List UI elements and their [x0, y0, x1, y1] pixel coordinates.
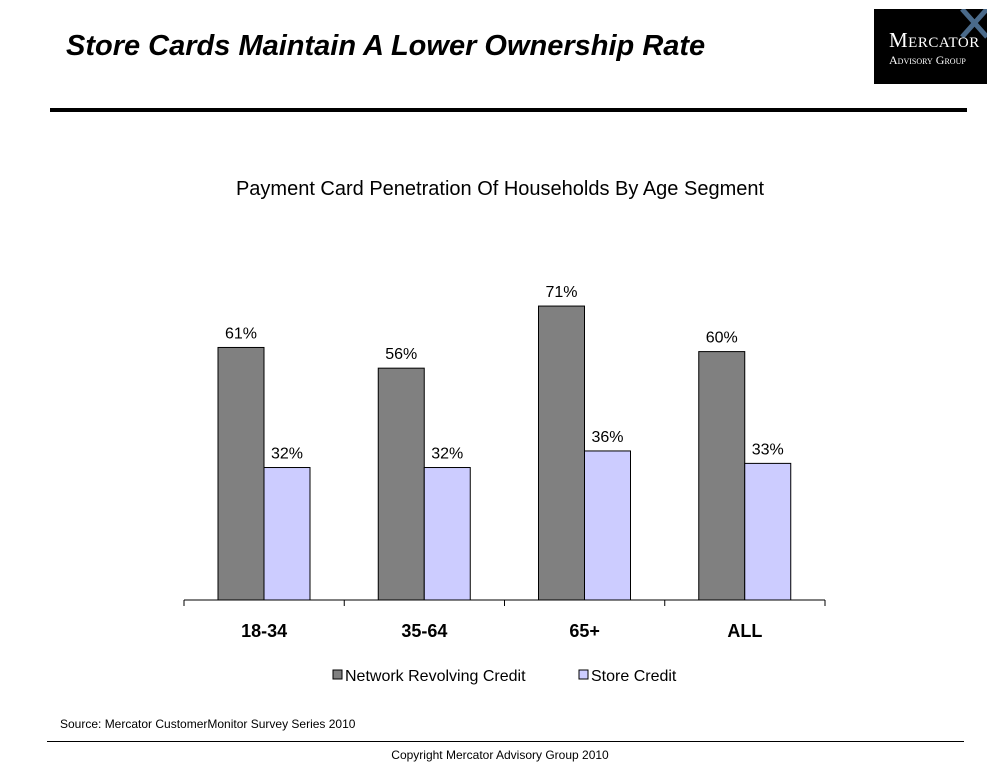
bar-store-credit-ALL	[744, 462, 792, 601]
category-label: 35-64	[401, 621, 447, 641]
logo-tagline: Advisory Group	[889, 53, 966, 67]
bar-network-revolving-65+	[538, 305, 585, 601]
title-divider	[50, 108, 967, 112]
footer-divider	[47, 741, 964, 742]
data-label: 33%	[752, 441, 784, 458]
legend-label-store-credit: Store Credit	[591, 668, 677, 685]
category-label: ALL	[727, 621, 762, 641]
bar-store-credit-35-64	[423, 467, 471, 601]
data-label: 36%	[591, 429, 623, 446]
data-label: 71%	[545, 284, 577, 301]
data-label: 32%	[271, 446, 303, 463]
data-label: 61%	[225, 325, 257, 342]
source-note: Source: Mercator CustomerMonitor Survey …	[60, 717, 356, 731]
bar-network-revolving-ALL	[698, 351, 746, 601]
logo-x-mark-icon	[960, 9, 987, 39]
copyright-text: Copyright Mercator Advisory Group 2010	[391, 748, 609, 762]
logo-name: Mercator	[889, 28, 980, 52]
legend-swatch-store-credit	[578, 669, 589, 680]
mercator-logo: Mercator Advisory Group	[874, 9, 987, 84]
legend-swatch-network-revolving	[332, 669, 343, 680]
legend-label-network-revolving: Network Revolving Credit	[345, 668, 526, 685]
chart-title: Payment Card Penetration Of Households B…	[236, 178, 765, 200]
data-label: 32%	[431, 446, 463, 463]
data-label: 60%	[706, 330, 738, 347]
bar-store-credit-18-34	[263, 467, 311, 601]
category-label: 18-34	[241, 621, 287, 641]
bar-network-revolving-35-64	[377, 367, 425, 601]
bar-store-credit-65+	[584, 450, 631, 601]
bar-network-revolving-18-34	[217, 346, 265, 601]
category-label: 65+	[569, 621, 600, 641]
data-label: 56%	[385, 346, 417, 363]
slide-title: Store Cards Maintain A Lower Ownership R…	[66, 30, 706, 62]
